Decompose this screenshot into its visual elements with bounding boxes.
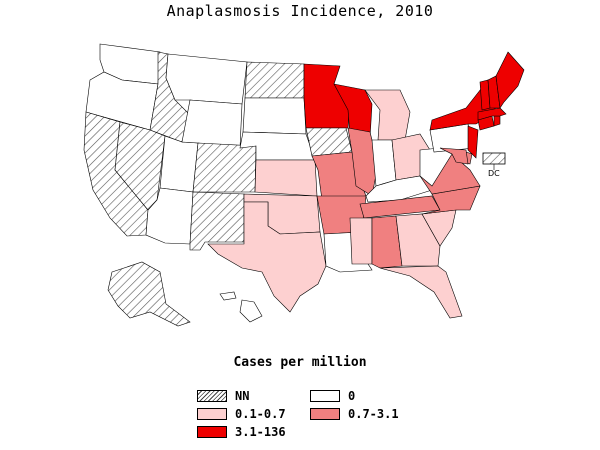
state-mi <box>364 89 411 141</box>
state-ut <box>159 135 199 193</box>
state-ia <box>305 127 353 157</box>
state-me <box>495 51 525 109</box>
state-ks <box>254 159 318 197</box>
map-title: Anaplasmosis Incidence, 2010 <box>166 2 434 20</box>
state-al <box>371 215 403 269</box>
state-fl <box>379 265 463 319</box>
state-ms <box>349 217 373 265</box>
state-wy <box>181 99 243 149</box>
state-nm <box>189 191 245 251</box>
state-nj <box>467 125 479 159</box>
dc-swatch <box>482 152 506 165</box>
state-tx <box>207 201 327 313</box>
dc-label: DC <box>488 169 500 178</box>
state-nd <box>244 61 305 99</box>
state-ak <box>107 261 191 327</box>
state-sd <box>242 97 307 135</box>
legend-title: Cases per million <box>233 355 367 370</box>
state-hi <box>219 291 263 323</box>
state-ri <box>493 115 501 127</box>
state-md <box>439 147 469 165</box>
state-co <box>192 142 257 193</box>
state-mt <box>165 53 248 105</box>
